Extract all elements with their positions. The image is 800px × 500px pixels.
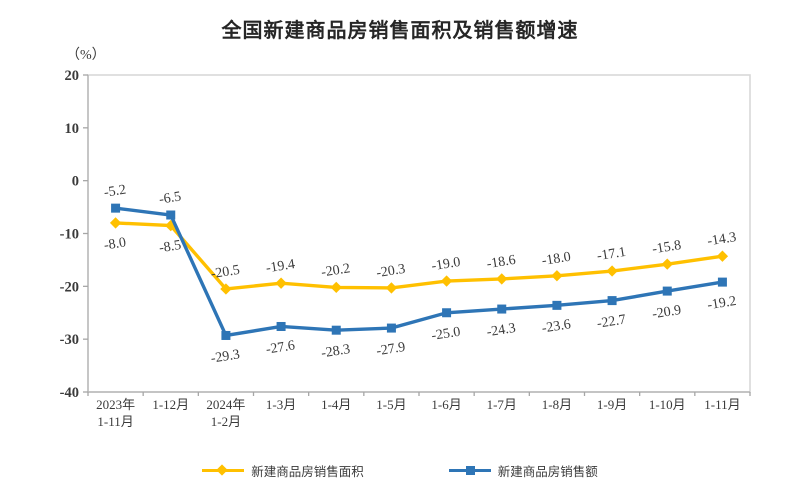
y-tick-label: 10 bbox=[65, 121, 80, 137]
data-label: -28.3 bbox=[320, 342, 351, 361]
data-label: -24.3 bbox=[486, 321, 517, 340]
data-label: -22.7 bbox=[596, 312, 627, 331]
chart-title: 全国新建商品房销售面积及销售额增速 bbox=[221, 20, 579, 42]
marker-square bbox=[717, 277, 727, 287]
marker-square bbox=[607, 296, 617, 306]
data-label: -23.6 bbox=[541, 317, 572, 336]
series-line-1 bbox=[115, 206, 723, 338]
data-label: -19.4 bbox=[265, 257, 296, 276]
x-category-label: 2024年 bbox=[206, 397, 245, 412]
legend-label-sales-amount: 新建商品房销售额 bbox=[497, 465, 598, 479]
data-label: -8.0 bbox=[103, 235, 127, 253]
x-category-label: 1-4月 bbox=[321, 397, 351, 412]
data-label: -15.8 bbox=[651, 238, 682, 257]
data-label: -29.3 bbox=[210, 347, 241, 366]
marker-square bbox=[221, 330, 231, 340]
data-label: -17.1 bbox=[596, 245, 627, 264]
y-tick-label: -20 bbox=[60, 279, 79, 295]
marker-diamond bbox=[606, 265, 618, 277]
marker-square bbox=[331, 325, 341, 335]
marker-square bbox=[442, 308, 452, 318]
marker-diamond bbox=[440, 275, 453, 287]
marker-diamond bbox=[661, 258, 673, 270]
y-tick-label: 0 bbox=[72, 174, 79, 190]
x-category-label: 1-6月 bbox=[431, 397, 461, 412]
y-tick-label: -30 bbox=[60, 332, 79, 348]
marker-diamond bbox=[385, 282, 398, 294]
legend-swatch-amount-line-square-icon bbox=[448, 465, 491, 476]
y-axis-unit-label: （%） bbox=[66, 48, 106, 63]
chart-legend: 新建商品房销售面积 新建商品房销售额 bbox=[0, 461, 800, 480]
marker-square bbox=[166, 210, 176, 220]
data-label: -20.5 bbox=[210, 263, 241, 282]
x-category-label: 1-11月 bbox=[97, 414, 133, 429]
marker-square bbox=[497, 304, 507, 314]
x-category-label: 1-3月 bbox=[266, 397, 296, 412]
legend-swatch-area-line-diamond-icon bbox=[202, 464, 245, 476]
legend-item-sales-amount: 新建商品房销售额 bbox=[448, 461, 598, 480]
x-category-label: 1-10月 bbox=[649, 397, 686, 412]
data-label: -18.0 bbox=[541, 250, 572, 269]
marker-diamond bbox=[275, 277, 287, 289]
data-label: -6.5 bbox=[158, 189, 182, 207]
legend-label-sales-area: 新建商品房销售面积 bbox=[251, 465, 364, 479]
x-category-label: 2023年 bbox=[96, 397, 135, 412]
data-label: -14.3 bbox=[706, 230, 737, 249]
x-category-label: 1-7月 bbox=[487, 397, 517, 412]
data-label: -19.0 bbox=[430, 255, 461, 274]
data-label: -20.2 bbox=[320, 261, 351, 280]
y-tick-label: -10 bbox=[60, 227, 79, 243]
x-category-label: 1-8月 bbox=[542, 397, 572, 412]
marker-diamond bbox=[496, 273, 508, 285]
x-category-label: 1-12月 bbox=[152, 397, 189, 412]
marker-diamond bbox=[220, 283, 232, 295]
y-tick-label: -40 bbox=[60, 385, 79, 401]
data-label: -20.3 bbox=[375, 262, 406, 281]
data-label: -27.6 bbox=[265, 338, 296, 357]
marker-square bbox=[276, 321, 286, 331]
x-category-label: 1-2月 bbox=[211, 414, 241, 429]
plot-border bbox=[87, 74, 751, 393]
marker-diamond bbox=[109, 217, 122, 229]
marker-square bbox=[552, 300, 562, 310]
legend-item-sales-area: 新建商品房销售面积 bbox=[202, 461, 364, 480]
data-label: -19.2 bbox=[706, 294, 737, 313]
marker-square bbox=[386, 323, 396, 333]
data-label: -27.9 bbox=[375, 340, 406, 359]
series-line-0 bbox=[115, 221, 723, 291]
marker-square bbox=[111, 203, 121, 213]
marker-square bbox=[662, 286, 672, 296]
y-tick-label: 20 bbox=[65, 68, 80, 84]
marker-diamond bbox=[330, 281, 342, 294]
x-category-label: 1-5月 bbox=[376, 397, 406, 412]
data-label: -5.2 bbox=[103, 183, 127, 201]
marker-diamond bbox=[716, 250, 729, 262]
data-label: -25.0 bbox=[430, 325, 461, 344]
data-label: -8.5 bbox=[158, 238, 182, 256]
x-category-label: 1-11月 bbox=[704, 397, 740, 412]
data-label: -20.9 bbox=[651, 303, 682, 322]
marker-diamond bbox=[551, 270, 563, 282]
x-category-label: 1-9月 bbox=[597, 397, 627, 412]
data-label: -18.6 bbox=[486, 253, 517, 272]
